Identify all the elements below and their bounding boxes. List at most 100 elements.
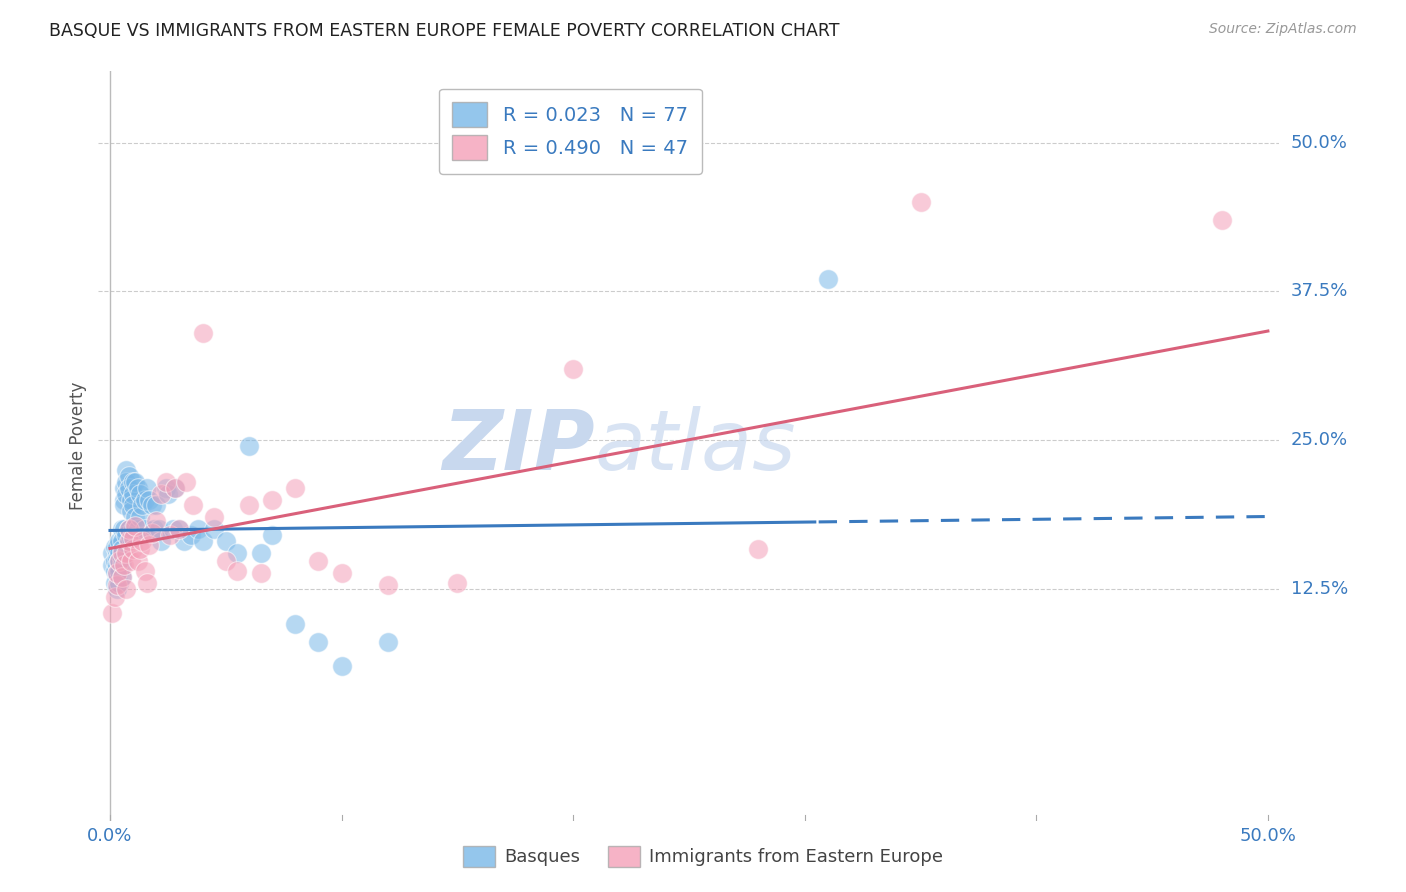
Point	[238, 499, 260, 513]
Point	[120, 554, 142, 568]
Point	[108, 554, 131, 568]
Point	[169, 522, 191, 536]
Point	[446, 575, 468, 590]
Point	[127, 554, 149, 568]
Point	[136, 481, 159, 495]
Point	[284, 617, 307, 632]
Point	[122, 522, 145, 536]
Point	[105, 552, 128, 566]
Point	[149, 534, 172, 549]
Text: atlas: atlas	[595, 406, 796, 486]
Point	[122, 475, 145, 489]
Text: 50.0%: 50.0%	[1291, 134, 1347, 152]
Point	[105, 558, 128, 572]
Point	[104, 575, 127, 590]
Point	[191, 326, 214, 340]
Point	[122, 531, 145, 545]
Point	[105, 566, 128, 581]
Point	[134, 492, 156, 507]
Point	[108, 564, 131, 578]
Point	[180, 528, 202, 542]
Point	[110, 570, 132, 584]
Point	[141, 525, 163, 540]
Point	[112, 499, 135, 513]
Point	[330, 566, 353, 581]
Point	[104, 554, 127, 568]
Point	[120, 531, 142, 545]
Point	[134, 522, 156, 536]
Point	[1211, 213, 1233, 227]
Point	[155, 481, 177, 495]
Point	[159, 528, 181, 542]
Point	[191, 534, 214, 549]
Point	[163, 481, 186, 495]
Point	[145, 514, 167, 528]
Text: BASQUE VS IMMIGRANTS FROM EASTERN EUROPE FEMALE POVERTY CORRELATION CHART: BASQUE VS IMMIGRANTS FROM EASTERN EUROPE…	[49, 22, 839, 40]
Point	[110, 534, 132, 549]
Point	[104, 540, 127, 554]
Point	[117, 468, 139, 483]
Point	[173, 534, 195, 549]
Point	[124, 510, 146, 524]
Text: ZIP: ZIP	[441, 406, 595, 486]
Point	[115, 486, 138, 500]
Text: 25.0%: 25.0%	[1291, 431, 1348, 449]
Text: 0.0%: 0.0%	[87, 827, 132, 845]
Legend: Basques, Immigrants from Eastern Europe: Basques, Immigrants from Eastern Europe	[456, 838, 950, 874]
Point	[112, 522, 135, 536]
Point	[129, 486, 152, 500]
Point	[202, 510, 225, 524]
Point	[110, 558, 132, 572]
Text: 12.5%: 12.5%	[1291, 580, 1348, 598]
Point	[120, 504, 142, 518]
Point	[330, 659, 353, 673]
Point	[226, 546, 249, 560]
Point	[226, 564, 249, 578]
Point	[215, 534, 238, 549]
Point	[910, 195, 932, 210]
Point	[105, 578, 128, 592]
Point	[187, 522, 209, 536]
Point	[127, 481, 149, 495]
Point	[202, 522, 225, 536]
Point	[120, 492, 142, 507]
Point	[127, 522, 149, 536]
Point	[817, 272, 839, 286]
Point	[249, 546, 271, 560]
Point	[105, 546, 128, 560]
Point	[262, 528, 284, 542]
Text: Source: ZipAtlas.com: Source: ZipAtlas.com	[1209, 22, 1357, 37]
Point	[122, 486, 145, 500]
Point	[108, 575, 131, 590]
Point	[124, 475, 146, 489]
Point	[115, 463, 138, 477]
Point	[117, 522, 139, 536]
Point	[105, 566, 128, 581]
Point	[156, 486, 179, 500]
Point	[101, 558, 124, 572]
Point	[249, 566, 271, 581]
Point	[115, 546, 138, 560]
Point	[110, 546, 132, 560]
Point	[110, 542, 132, 557]
Y-axis label: Female Poverty: Female Poverty	[69, 382, 87, 510]
Point	[101, 606, 124, 620]
Point	[104, 590, 127, 604]
Text: 50.0%: 50.0%	[1240, 827, 1296, 845]
Point	[141, 499, 163, 513]
Text: 37.5%: 37.5%	[1291, 283, 1348, 301]
Point	[238, 439, 260, 453]
Point	[115, 582, 138, 596]
Point	[104, 564, 127, 578]
Point	[131, 534, 153, 549]
Point	[112, 558, 135, 572]
Point	[143, 522, 166, 536]
Point	[112, 492, 135, 507]
Point	[183, 499, 205, 513]
Point	[105, 582, 128, 596]
Point	[110, 522, 132, 536]
Point	[138, 538, 160, 552]
Point	[747, 542, 769, 557]
Point	[307, 635, 329, 649]
Point	[176, 475, 198, 489]
